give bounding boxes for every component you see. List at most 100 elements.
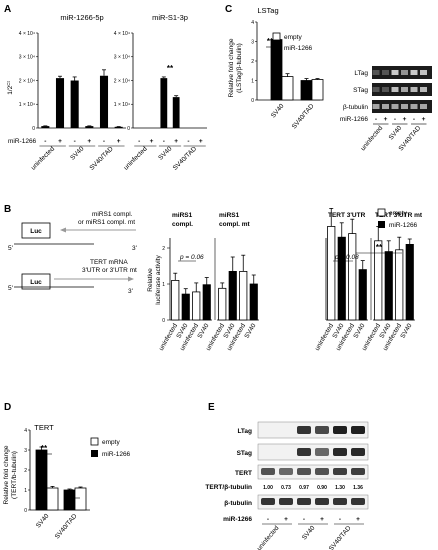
panel-c-sig: ** xyxy=(267,37,274,46)
blot-c-band xyxy=(382,104,389,109)
chart-b-subtitle-1: TERT 3'UTR mt xyxy=(375,212,423,219)
panel-a-mir-label: miR-1266 xyxy=(8,138,37,145)
legend-mir-label: miR-1266 xyxy=(284,45,313,52)
chart-d-xlabel: SV40 xyxy=(35,512,51,529)
chart-c-title: LSTag xyxy=(257,6,278,15)
blot-c-sign: + xyxy=(384,116,388,123)
panel-d-ylabel-1: Relative fold change xyxy=(3,445,10,504)
blot-e-sign: + xyxy=(356,516,360,523)
chart-b-ytick-label: 1 xyxy=(162,282,165,288)
blot-c-mir-label: miR-1266 xyxy=(340,116,369,123)
blot-e-group-label: SV40/TAD xyxy=(328,525,353,550)
panel-b-p2: p = 0.08 xyxy=(334,254,359,261)
panel-d-sig1: ** xyxy=(41,444,48,453)
chart-a-group-label: SV40/TAD xyxy=(88,145,115,172)
panel-d-axes: 0 1 2 3 4 SV40 SV40/TAD xyxy=(24,428,90,540)
legend-d-mir-swatch xyxy=(91,450,98,457)
blot-c-sign: + xyxy=(422,116,426,123)
chart-b-xlabel: SV40 xyxy=(196,322,210,340)
panel-c-blot: LTag STag β-tubulin miR-1266 - + - + - +uninf… xyxy=(340,66,432,152)
chart-a-sign: - xyxy=(74,138,76,145)
chart-a-left-title: miR-1266-5p xyxy=(60,13,103,22)
chart-c-ytick-label: 4 xyxy=(251,20,254,26)
chart-c-xlabel: SV40/TAD xyxy=(291,103,316,131)
chart-a-group-label: uninfected xyxy=(30,145,56,171)
blot-e-ratio-value: 1.00 xyxy=(263,485,273,491)
blot-c-sign: - xyxy=(413,116,415,123)
blot-c-band xyxy=(401,87,408,92)
chart-a-bar xyxy=(172,97,180,128)
blot-e-band xyxy=(297,498,311,505)
chart-a-group-label: SV40 xyxy=(69,145,85,161)
blot-e-band xyxy=(279,498,293,505)
chart-c-ytick-label: 2 xyxy=(251,59,254,65)
chart-b-subtitle-2: compl. mt xyxy=(219,221,251,228)
chart-c-ytick-label: 0 xyxy=(251,98,254,104)
panel-a: miR-1266-5p miR-S1-3p 1/2Ct 0 1 × 10⁴ 2 × … xyxy=(6,13,207,172)
chart-d-bar xyxy=(46,487,59,511)
blot-e-band xyxy=(333,468,347,475)
chart-d-ytick-label: 4 xyxy=(24,428,27,434)
chart-a-bar xyxy=(114,126,123,128)
blot-e-ratio-value: 1.36 xyxy=(353,485,363,491)
chart-d-ytick-label: 3 xyxy=(24,448,27,454)
blot-c-band xyxy=(410,70,418,75)
chart-b-subtitle-2: compl. xyxy=(172,221,193,228)
legend-b-empty-label: empty xyxy=(389,210,407,217)
blot-c-band xyxy=(401,104,408,109)
blot-e-band xyxy=(315,468,329,475)
blot-c-ltag-label: LTag xyxy=(354,70,368,77)
blot-e-tubulin-label: β-tubulin xyxy=(224,500,252,507)
luc-label-1: Luc xyxy=(30,228,42,235)
blot-e-ltag-label: LTag xyxy=(237,428,252,435)
blot-e-band xyxy=(297,426,311,434)
panel-label-c: C xyxy=(225,4,232,15)
chart-b-bar xyxy=(249,283,258,321)
chart-a-ytick-label: 2 × 10⁴ xyxy=(19,78,35,84)
panel-c-ylabel-2: (LSTag/β-tubulin) xyxy=(236,43,243,93)
panel-c-ylabel-1: Relative fold change xyxy=(228,38,235,97)
blot-e-band xyxy=(261,468,275,475)
blot-e-band xyxy=(315,426,329,434)
chart-b-bar xyxy=(384,251,393,321)
panel-label-e: E xyxy=(208,402,215,413)
blot-c-group-label: uninfected xyxy=(360,124,385,152)
blot-e-ratio-label: TERT/β-tubulin xyxy=(205,484,252,491)
blot-e-band xyxy=(351,426,365,434)
blot-c-stag-label: STag xyxy=(353,87,368,94)
construct-1-arrowhead xyxy=(60,227,66,233)
blot-e-band xyxy=(297,468,311,475)
chart-b-subtitle-1: TERT 3'UTR xyxy=(328,212,366,219)
chart-a-bar xyxy=(160,78,168,128)
chart-a-sign: - xyxy=(44,138,46,145)
chart-a-sign: - xyxy=(163,138,165,145)
three-prime-2: 3' xyxy=(128,288,133,295)
chart-d-title: TERT xyxy=(34,423,54,432)
chart-a-group-label: uninfected xyxy=(123,145,149,171)
chart-b-bar xyxy=(374,240,383,321)
blot-e-band xyxy=(315,448,329,456)
construct-2-arrowhead xyxy=(128,276,134,282)
chart-a-sign: + xyxy=(174,138,178,145)
blot-c-band xyxy=(391,104,399,109)
blot-c-sign: + xyxy=(403,116,407,123)
blot-e-band xyxy=(351,448,365,456)
luc-box-1 xyxy=(21,222,51,239)
chart-b-bar xyxy=(348,233,357,321)
chart-b-bar xyxy=(337,236,346,321)
blot-e-group-label: uninfected xyxy=(256,524,281,550)
blot-e-ratio-value: 0.73 xyxy=(281,485,291,491)
chart-a-sign: + xyxy=(58,138,62,145)
three-prime-1: 3' xyxy=(132,245,137,252)
chart-b-bar xyxy=(202,284,211,321)
blot-c-band xyxy=(420,104,427,109)
blot-e-ratio-value: 0.97 xyxy=(299,485,309,491)
blot-c-band xyxy=(420,87,427,92)
legend-d-mir-label: miR-1266 xyxy=(102,451,131,458)
panel-e: LTag STag TERT TERT/β-tubulin 1.00 0.73 0.… xyxy=(205,421,369,550)
blot-e-sign: - xyxy=(303,516,305,523)
chart-a-bar xyxy=(85,126,94,128)
construct-2-text-1: TERT mRNA xyxy=(90,259,128,266)
blot-e-band xyxy=(261,498,275,505)
